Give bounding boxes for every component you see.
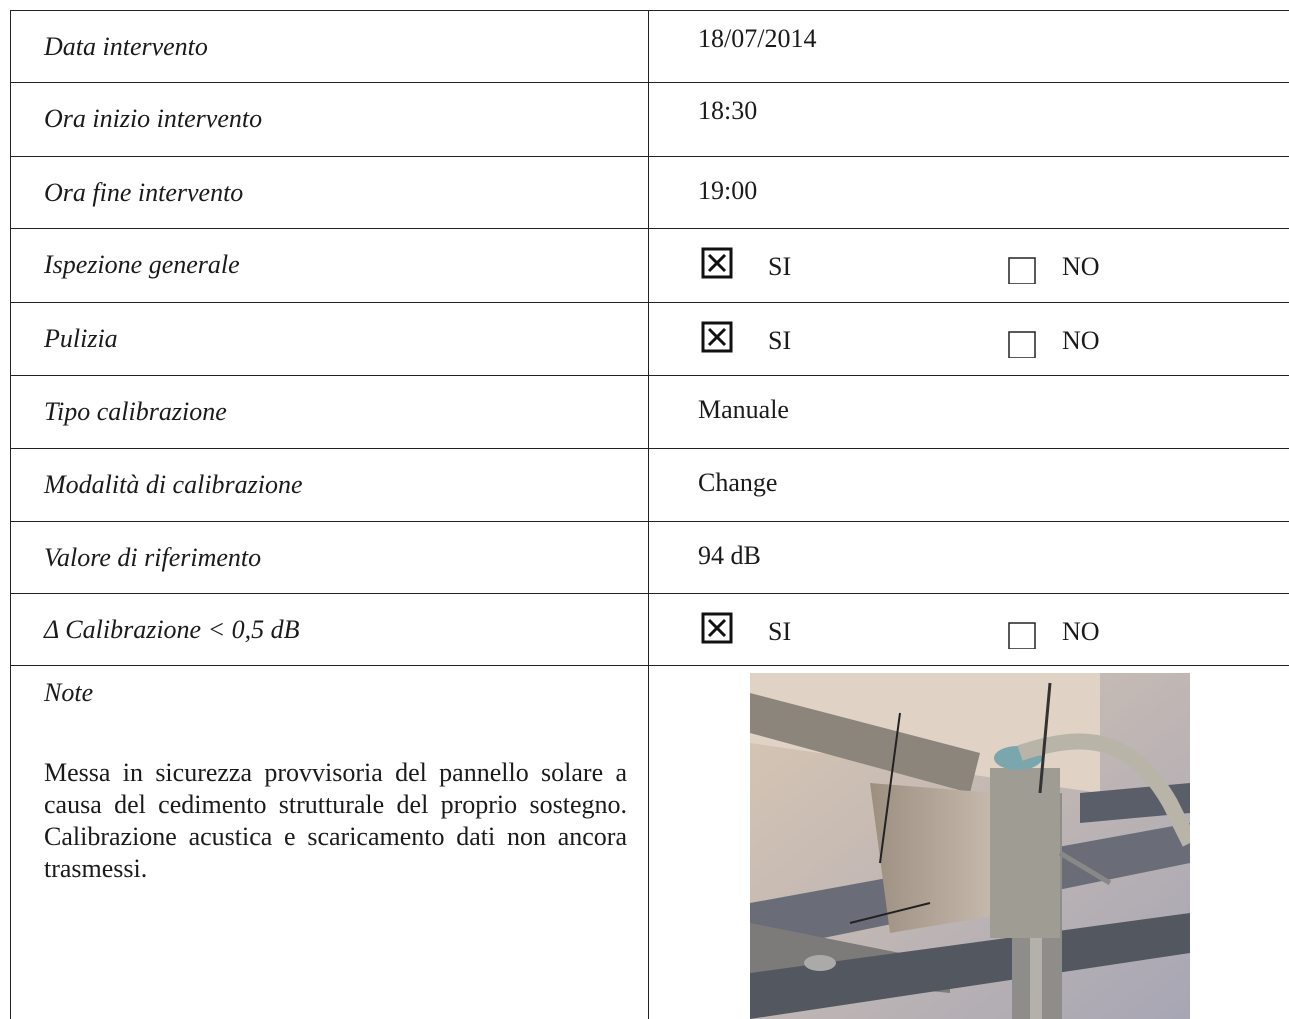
field-label: Pulizia: [44, 324, 118, 353]
checkbox: [1008, 622, 1036, 649]
row-border: [10, 665, 1289, 666]
checkbox: [1008, 331, 1036, 358]
field-value: Manuale: [698, 395, 789, 424]
field-value: Change: [698, 468, 778, 497]
field-label: Valore di riferimento: [44, 543, 262, 572]
option-label: SI: [768, 617, 792, 646]
row-border: [10, 156, 1289, 157]
field-label: Ora inizio intervento: [44, 104, 263, 133]
row-border: [10, 82, 1289, 83]
field-value: 94 dB: [698, 541, 761, 570]
option-label: NO: [1062, 326, 1100, 355]
checkbox: [1008, 257, 1036, 284]
option-label: SI: [768, 252, 792, 281]
option-label: NO: [1062, 252, 1100, 281]
checkbox-checked: [701, 247, 733, 279]
photo: [750, 673, 1190, 1019]
field-label: Ispezione generale: [44, 250, 240, 279]
notes-text: Messa in sicurezza provvisoria del panne…: [44, 758, 627, 883]
row-border: [10, 10, 1289, 11]
table-border: [10, 10, 11, 1019]
field-label: Tipo calibrazione: [44, 397, 227, 426]
field-label: Data intervento: [44, 32, 208, 61]
row-border: [10, 448, 1289, 449]
column-divider: [648, 10, 649, 1019]
option-label: NO: [1062, 617, 1100, 646]
field-label: Ora fine intervento: [44, 178, 244, 207]
field-label: Δ Calibrazione < 0,5 dB: [44, 615, 300, 644]
field-value: 19:00: [698, 176, 758, 205]
checkbox-checked: [701, 321, 733, 353]
option-label: SI: [768, 326, 792, 355]
field-value: 18/07/2014: [698, 24, 817, 53]
row-border: [10, 228, 1289, 229]
row-border: [10, 302, 1289, 303]
field-value: 18:30: [698, 96, 758, 125]
notes-label: Note: [44, 678, 94, 707]
row-border: [10, 375, 1289, 376]
field-label: Modalità di calibrazione: [44, 470, 303, 499]
checkbox-checked: [701, 612, 733, 644]
row-border: [10, 593, 1289, 594]
row-border: [10, 521, 1289, 522]
